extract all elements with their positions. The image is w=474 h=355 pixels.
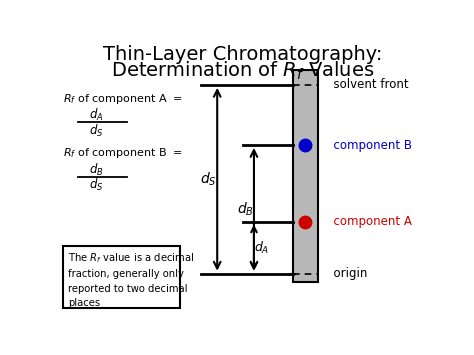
Text: $R_f$ of component B  =: $R_f$ of component B = bbox=[63, 146, 183, 160]
Text: $R_f$ of component A  =: $R_f$ of component A = bbox=[63, 92, 183, 106]
Text: solvent front: solvent front bbox=[326, 78, 408, 92]
Text: Determination of $R_f$ Values: Determination of $R_f$ Values bbox=[111, 60, 374, 82]
Text: The $R_f$ value is a decimal
fraction, generally only
reported to two decimal
pl: The $R_f$ value is a decimal fraction, g… bbox=[68, 251, 195, 308]
Text: $d_S$: $d_S$ bbox=[200, 170, 216, 188]
Text: $d_B$: $d_B$ bbox=[237, 201, 255, 218]
Text: component A: component A bbox=[326, 215, 411, 228]
Text: $d_S$: $d_S$ bbox=[89, 122, 103, 139]
Text: origin: origin bbox=[326, 267, 367, 280]
Text: component B: component B bbox=[326, 138, 411, 152]
Text: $d_A$: $d_A$ bbox=[255, 240, 270, 256]
Text: $d_A$: $d_A$ bbox=[89, 107, 103, 123]
Text: $d_B$: $d_B$ bbox=[89, 162, 103, 178]
Bar bbox=[63, 246, 181, 308]
Bar bbox=[293, 70, 318, 282]
Text: $d_S$: $d_S$ bbox=[89, 177, 103, 193]
Text: Thin-Layer Chromatography:: Thin-Layer Chromatography: bbox=[103, 45, 383, 64]
